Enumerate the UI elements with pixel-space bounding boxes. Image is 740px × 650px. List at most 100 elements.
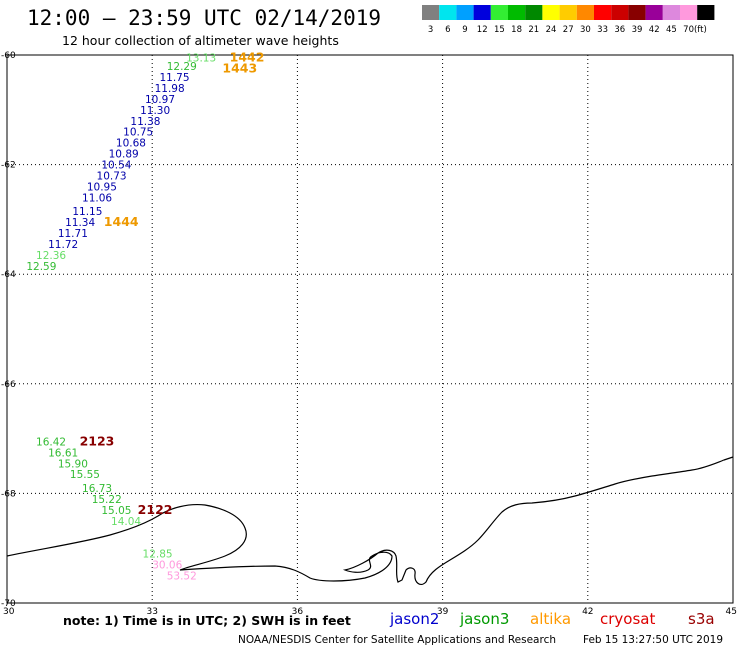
- scale-swatch: [628, 5, 646, 20]
- scale-swatch: [594, 5, 612, 20]
- wave-height-label: 10.89: [109, 149, 139, 161]
- lat-tick-label: -62: [1, 161, 16, 171]
- scale-unit: (ft): [694, 25, 707, 35]
- scale-label: 36: [614, 25, 625, 35]
- scale-label: 33: [597, 25, 608, 35]
- satellite-jason2: jason2: [389, 610, 439, 628]
- wave-height-label: 11.30: [140, 105, 170, 117]
- wave-height-label: 15.90: [58, 458, 88, 470]
- scale-label: 30: [580, 25, 591, 35]
- scale-swatch: [422, 5, 440, 20]
- map-subtitle: 12 hour collection of altimeter wave hei…: [62, 33, 339, 48]
- wave-height-label: 10.95: [87, 182, 117, 194]
- wave-height-label: 11.72: [48, 239, 78, 251]
- lat-lon-grid: [7, 55, 733, 603]
- footer-note: note: 1) Time is in UTC; 2) SWH is in fe…: [63, 613, 351, 628]
- lon-tick-label: 36: [292, 607, 304, 617]
- scale-label: 24: [546, 25, 557, 35]
- scale-swatch: [680, 5, 698, 20]
- lat-tick-label: -70: [1, 599, 16, 609]
- satellite-cryosat: cryosat: [600, 610, 655, 628]
- pass-number: 1444: [104, 214, 139, 229]
- wave-height-label: 10.73: [97, 171, 127, 183]
- wave-height-label: 12.85: [143, 549, 173, 561]
- scale-swatch: [439, 5, 457, 20]
- scale-label: 39: [632, 25, 643, 35]
- wave-height-label: 11.38: [130, 116, 160, 128]
- pass-number: 2123: [80, 433, 115, 448]
- scale-swatch: [508, 5, 526, 20]
- scale-label: 12: [477, 25, 488, 35]
- scale-swatch: [490, 5, 508, 20]
- pass-number: 1443: [222, 61, 257, 76]
- wave-height-label: 10.54: [101, 160, 131, 172]
- lat-tick-label: -64: [1, 270, 16, 280]
- wave-height-label: 13.13: [186, 53, 216, 65]
- scale-label: 15: [494, 25, 505, 35]
- wave-height-label: 12.59: [26, 261, 56, 273]
- wave-height-label: 10.75: [123, 127, 153, 139]
- wave-height-label: 11.75: [159, 72, 189, 84]
- scale-label: 45: [666, 25, 677, 35]
- lon-tick-label: 30: [3, 607, 15, 617]
- wave-height-label: 15.22: [92, 494, 122, 506]
- wave-height-label: 12.36: [36, 250, 66, 262]
- color-scale-legend: 3 6 9 12 15 18 21 24 27 30 33 36 39 42 45 70 (ft): [422, 5, 715, 35]
- wave-height-label: 16.42: [36, 436, 66, 448]
- wave-height-label: 15.55: [70, 469, 100, 481]
- scale-label: 6: [445, 25, 450, 35]
- scale-swatch: [456, 5, 474, 20]
- map-frame: [6, 54, 734, 604]
- satellite-legend: jason2 jason3 altika cryosat s3a: [389, 610, 715, 628]
- scale-label: 9: [462, 25, 467, 35]
- scale-label: 70: [683, 25, 694, 35]
- satellite-jason3: jason3: [459, 610, 509, 628]
- scale-swatch: [473, 5, 491, 20]
- wave-height-label: 11.15: [72, 206, 102, 218]
- scale-swatch: [645, 5, 663, 20]
- scale-swatch: [576, 5, 594, 20]
- wave-height-label: 11.06: [82, 192, 112, 204]
- credit-text: NOAA/NESDIS Center for Satellite Applica…: [238, 634, 556, 646]
- scale-label: 27: [563, 25, 574, 35]
- lon-tick-label: 33: [146, 607, 157, 617]
- wave-height-label: 53.52: [167, 571, 197, 583]
- wave-height-label: 16.73: [82, 483, 112, 495]
- satellite-altika: altika: [530, 610, 571, 628]
- scale-label: 18: [511, 25, 522, 35]
- lat-tick-label: -60: [1, 51, 16, 61]
- lon-tick-label: 45: [726, 607, 737, 617]
- scale-swatch: [542, 5, 560, 20]
- scale-swatch: [525, 5, 543, 20]
- wave-height-label: 12.29: [167, 61, 197, 73]
- lat-tick-label: -66: [1, 380, 16, 390]
- wave-height-label: 11.71: [58, 228, 88, 240]
- map-title: 12:00 – 23:59 UTC 02/14/2019: [27, 6, 381, 30]
- wave-height-observations: 13.1312.2911.7511.9810.9711.3011.3810.75…: [26, 53, 216, 583]
- pass-number: 1442: [230, 50, 265, 65]
- satellite-s3a: s3a: [688, 610, 715, 628]
- wave-height-label: 16.61: [48, 447, 78, 459]
- wave-height-label: 15.05: [101, 505, 131, 517]
- scale-swatch: [611, 5, 629, 20]
- scale-swatch: [559, 5, 577, 20]
- scale-label: 42: [649, 25, 660, 35]
- scale-swatch: [662, 5, 680, 20]
- timestamp-text: Feb 15 13:27:50 UTC 2019: [583, 634, 723, 646]
- antarctica-coastline: [6, 456, 734, 586]
- wave-height-label: 30.06: [152, 560, 182, 572]
- scale-label: 3: [428, 25, 433, 35]
- wave-height-label: 14.04: [111, 516, 141, 528]
- pass-number: 2122: [138, 502, 173, 517]
- scale-label: 21: [528, 25, 539, 35]
- lon-tick-label: 39: [437, 607, 449, 617]
- wave-height-label: 11.98: [155, 83, 185, 95]
- wave-height-label: 10.68: [116, 138, 146, 150]
- wave-height-label: 10.97: [145, 94, 175, 106]
- wave-height-label: 11.34: [65, 217, 95, 229]
- lat-tick-label: -68: [1, 489, 16, 499]
- lon-tick-label: 42: [582, 607, 593, 617]
